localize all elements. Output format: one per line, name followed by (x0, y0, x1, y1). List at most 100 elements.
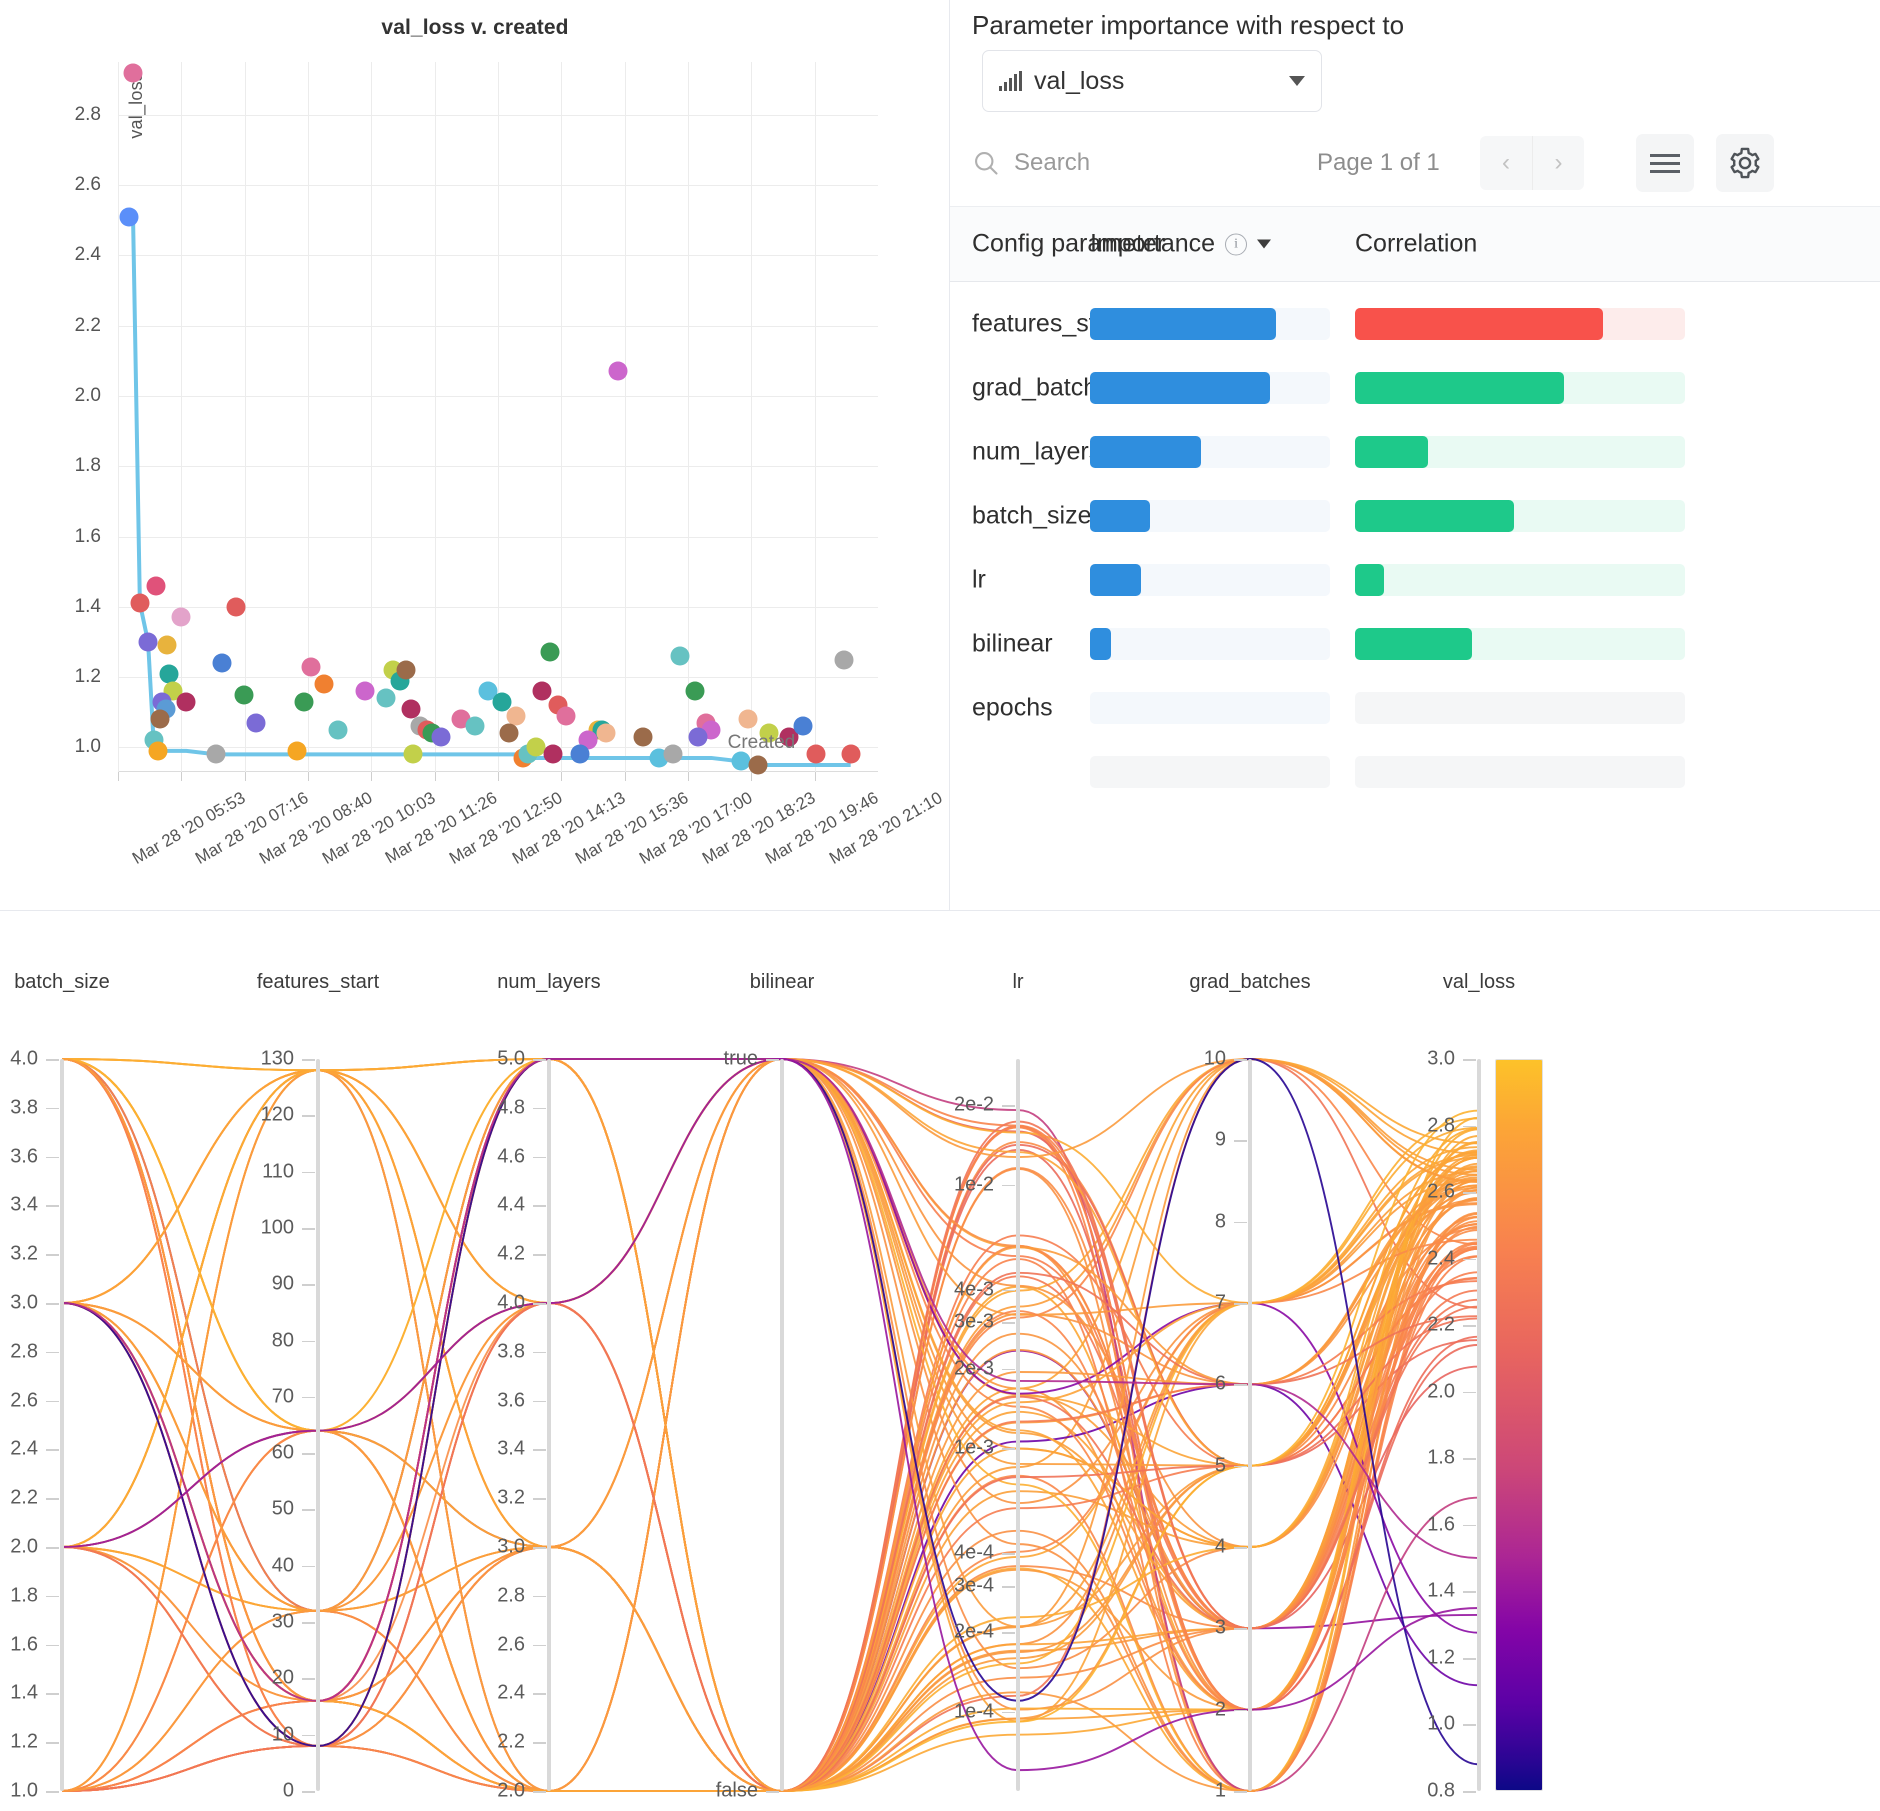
pc-tick-mark (1463, 1325, 1476, 1327)
search-input[interactable]: Search (972, 149, 1090, 177)
scatter-point[interactable] (499, 723, 519, 743)
scatter-point[interactable] (633, 727, 653, 747)
pagination: ‹ › (1480, 136, 1584, 190)
pc-run-line[interactable] (61, 1058, 1480, 1792)
pc-run-line[interactable] (61, 1165, 1480, 1792)
column-header-importance[interactable]: Importance i (1090, 230, 1272, 259)
table-row[interactable]: batch_size (950, 484, 1880, 548)
pc-axis-spine[interactable] (1477, 1059, 1481, 1791)
table-row[interactable]: epochs (950, 676, 1880, 740)
scatter-point[interactable] (376, 688, 396, 708)
scatter-point[interactable] (506, 706, 526, 726)
table-row[interactable] (950, 740, 1880, 804)
scatter-point[interactable] (138, 632, 158, 652)
pc-run-line[interactable] (61, 1156, 1480, 1792)
scatter-point[interactable] (396, 660, 416, 680)
pc-tick-label: 2.2 (1427, 1313, 1455, 1336)
pc-run-line[interactable] (61, 1058, 1480, 1702)
scatter-point[interactable] (841, 744, 861, 764)
scatter-point[interactable] (119, 207, 139, 227)
list-view-button[interactable] (1636, 134, 1694, 192)
table-row[interactable]: bilinear (950, 612, 1880, 676)
pc-axis-spine[interactable] (1016, 1059, 1020, 1791)
scatter-point[interactable] (314, 674, 334, 694)
scatter-point[interactable] (556, 706, 576, 726)
scatter-point[interactable] (328, 720, 348, 740)
scatter-point[interactable] (526, 737, 546, 757)
scatter-point[interactable] (355, 681, 375, 701)
scatter-point[interactable] (176, 692, 196, 712)
scatter-point[interactable] (294, 692, 314, 712)
scatter-point[interactable] (148, 741, 168, 761)
scatter-point[interactable] (748, 755, 768, 775)
scatter-point[interactable] (157, 635, 177, 655)
scatter-point[interactable] (206, 744, 226, 764)
pc-axis-spine[interactable] (60, 1059, 64, 1791)
scatter-point[interactable] (543, 744, 563, 764)
table-row[interactable]: features_start (950, 292, 1880, 356)
pc-run-line[interactable] (61, 1058, 1480, 1702)
scatter-point[interactable] (738, 709, 758, 729)
pc-run-line[interactable] (61, 1120, 1480, 1792)
scatter-point[interactable] (685, 681, 705, 701)
table-row[interactable]: lr (950, 548, 1880, 612)
scatter-point[interactable] (246, 713, 266, 733)
table-row[interactable]: grad_batches (950, 356, 1880, 420)
scatter-point[interactable] (670, 646, 690, 666)
pc-run-line[interactable] (61, 1058, 1480, 1702)
scatter-point[interactable] (759, 723, 779, 743)
table-row[interactable]: num_layers (950, 420, 1880, 484)
scatter-point[interactable] (793, 716, 813, 736)
parallel-coordinates-panel[interactable]: batch_size features_start num_layers biline… (0, 910, 1880, 1810)
pc-axis-spine[interactable] (316, 1059, 320, 1791)
column-header-config-parameter[interactable]: Config parameter (972, 229, 1166, 258)
scatter-point[interactable] (431, 727, 451, 747)
scatter-plot-area[interactable] (118, 62, 878, 775)
scatter-point[interactable] (608, 361, 628, 381)
scatter-point[interactable] (779, 727, 799, 747)
pc-run-line[interactable] (61, 1176, 1480, 1792)
scatter-point[interactable] (806, 744, 826, 764)
pc-run-line[interactable] (61, 1058, 1480, 1772)
scatter-point[interactable] (403, 744, 423, 764)
scatter-point[interactable] (234, 685, 254, 705)
scatter-point[interactable] (570, 744, 590, 764)
metric-select-value: val_loss (1034, 66, 1125, 95)
column-header-correlation[interactable]: Correlation (1355, 229, 1478, 258)
scatter-point[interactable] (150, 709, 170, 729)
grid-line (624, 62, 626, 772)
scatter-point[interactable] (301, 657, 321, 677)
scatter-point[interactable] (492, 692, 512, 712)
scatter-point[interactable] (596, 723, 616, 743)
metric-select[interactable]: val_loss (982, 50, 1322, 112)
pc-run-line[interactable] (61, 1058, 1480, 1467)
pc-run-line[interactable] (61, 1058, 1480, 1792)
pc-run-line[interactable] (61, 1167, 1480, 1792)
scatter-point[interactable] (287, 741, 307, 761)
scatter-point[interactable] (226, 597, 246, 617)
pc-axis-spine[interactable] (780, 1059, 784, 1791)
scatter-point[interactable] (212, 653, 232, 673)
next-page-button[interactable]: › (1532, 136, 1584, 190)
settings-button[interactable] (1716, 134, 1774, 192)
scatter-point[interactable] (159, 664, 179, 684)
scatter-point[interactable] (146, 576, 166, 596)
scatter-point[interactable] (663, 744, 683, 764)
scatter-point[interactable] (123, 63, 143, 83)
scatter-point[interactable] (834, 650, 854, 670)
scatter-point[interactable] (731, 751, 751, 771)
info-icon[interactable]: i (1225, 233, 1248, 255)
pc-tick-label: 1.0 (10, 1779, 38, 1802)
scatter-point[interactable] (465, 716, 485, 736)
pc-axis-spine[interactable] (547, 1059, 551, 1791)
scatter-point[interactable] (540, 642, 560, 662)
pc-run-line[interactable] (61, 1149, 1480, 1792)
scatter-point[interactable] (171, 607, 191, 627)
scatter-point[interactable] (401, 699, 421, 719)
scatter-point[interactable] (532, 681, 552, 701)
pc-axis-spine[interactable] (1248, 1059, 1252, 1791)
scatter-point[interactable] (130, 593, 150, 613)
pc-run-line[interactable] (61, 1058, 1480, 1792)
prev-page-button[interactable]: ‹ (1502, 149, 1510, 176)
scatter-point[interactable] (688, 727, 708, 747)
